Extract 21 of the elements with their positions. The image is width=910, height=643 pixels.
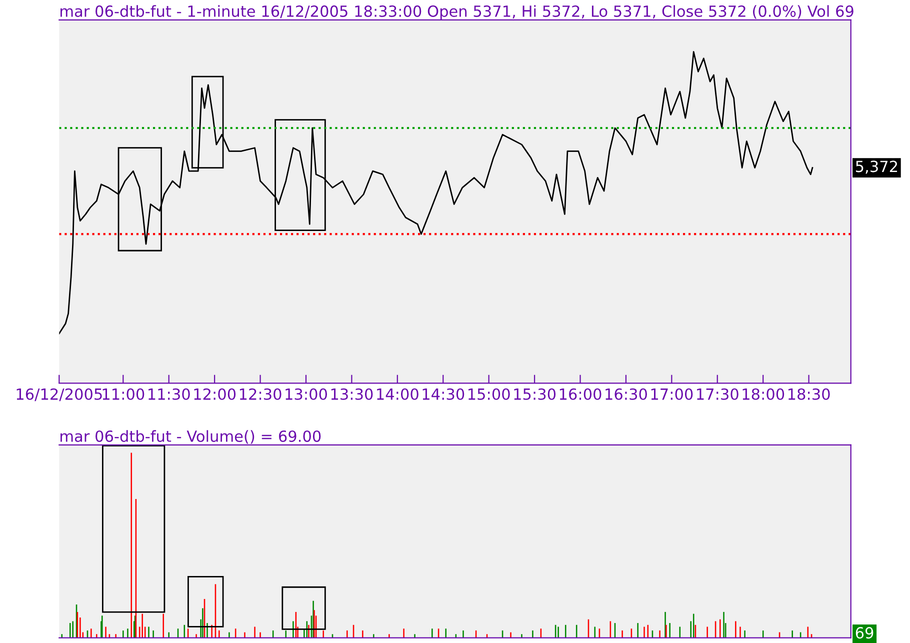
text: 69 [856,627,874,639]
x-tick-label: 13:00 [286,388,327,400]
x-tick-label: 11:00 [102,388,144,400]
x-tick-label: 14:00 [377,388,418,400]
x-tick-label: 15:00 [468,388,510,400]
x-tick-label: 17:00 [651,388,693,400]
x-tick-label: 13:30 [331,388,373,400]
text: 5,372 [856,160,898,174]
x-tick-label: 16:00 [560,388,602,400]
chart-title: mar 06-dtb-fut - 1-minute 16/12/2005 18:33:00 Open 5371, Hi 5372, Lo 5371, Close 5372 (0.0%) Vol 69 [60,5,854,20]
x-tick-label: 18:00 [742,388,784,400]
chart-title: mar 06-dtb-fut - Volume() = 69.00 [60,430,321,444]
x-tick-label: 16/12/2005 [16,388,102,402]
x-tick-label: 12:00 [194,388,236,400]
x-tick-label: 15:30 [514,388,556,400]
x-tick-label: 18:30 [788,388,830,400]
x-tick-label: 17:30 [697,388,738,400]
x-tick-label: 11:30 [148,388,190,400]
x-tick-label: 14:30 [422,388,464,400]
x-tick-label: 16:30 [606,388,647,400]
x-tick-label: 12:30 [240,388,282,400]
